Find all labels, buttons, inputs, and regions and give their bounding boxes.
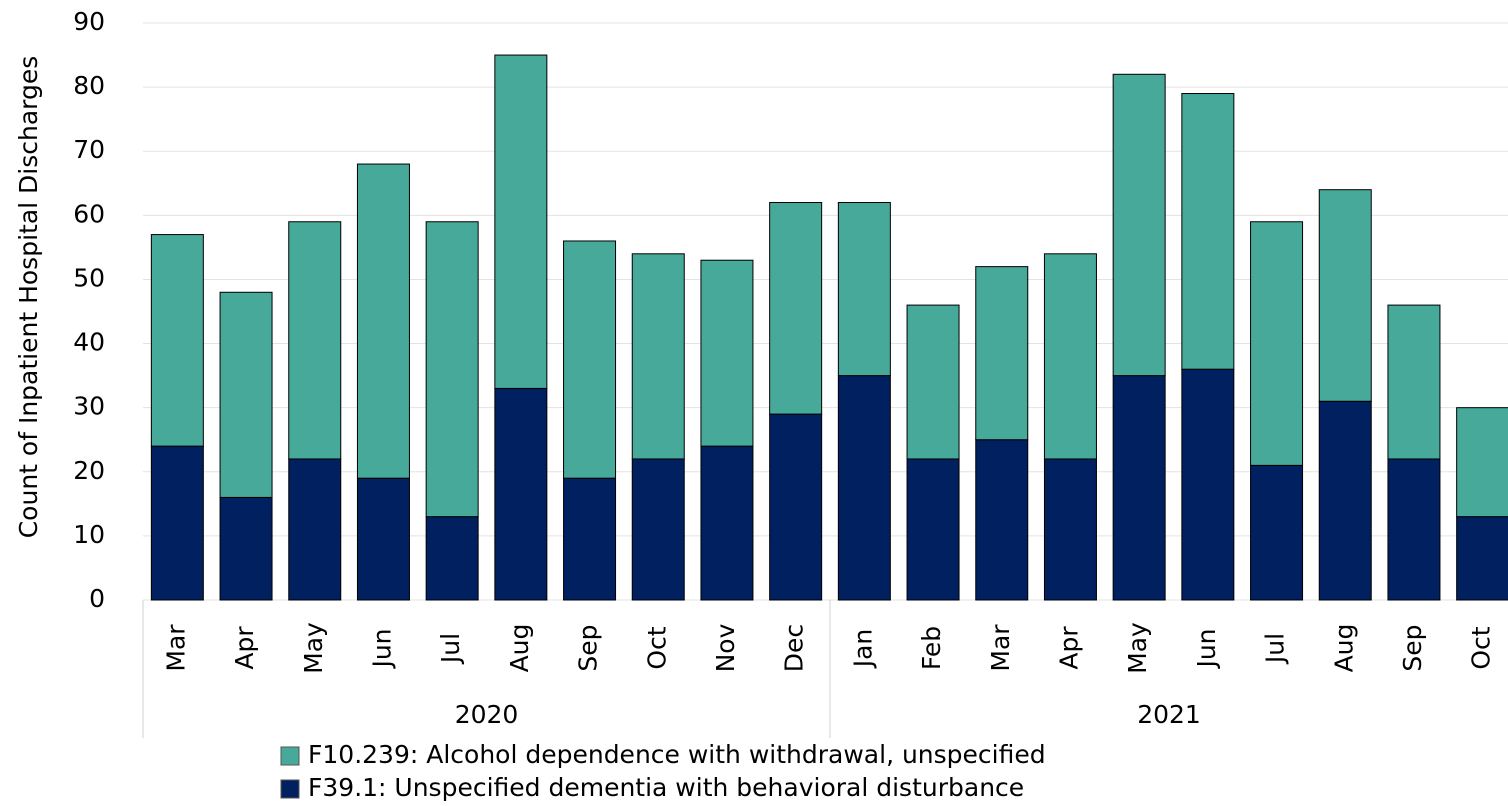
bar-segment <box>150 234 204 447</box>
x-tick-label: Jan <box>848 629 877 670</box>
bar-segment <box>494 54 548 389</box>
y-tick-label: 60 <box>73 199 105 228</box>
legend-swatch <box>280 779 300 799</box>
y-tick-label: 20 <box>73 456 105 485</box>
bar-segment <box>425 221 479 518</box>
x-tick-label: May <box>1123 622 1152 674</box>
x-tick-label: Dec <box>780 624 809 672</box>
bar-segment <box>1112 375 1166 601</box>
x-tick-label: Feb <box>917 626 946 670</box>
bar-segment <box>906 458 960 601</box>
bar-segment <box>494 387 548 601</box>
bar-segment <box>219 496 273 601</box>
bar-segment <box>837 375 891 601</box>
y-tick-label: 30 <box>73 392 105 421</box>
x-tick-label: Nov <box>711 623 740 672</box>
bar-segment <box>975 266 1029 441</box>
y-axis-label: Count of Inpatient Hospital Discharges <box>14 56 43 539</box>
bar-segment <box>1318 189 1372 402</box>
x-tick-label: Mar <box>161 624 190 672</box>
bar-segment <box>356 477 410 601</box>
bar-segment <box>563 477 617 601</box>
bar-segment <box>425 516 479 601</box>
legend-label: F10.239: Alcohol dependence with withdra… <box>308 740 1046 769</box>
x-tick-label: Mar <box>986 624 1015 672</box>
bar-segment <box>288 458 342 601</box>
x-tick-label: Apr <box>1054 626 1083 670</box>
y-tick-label: 0 <box>89 584 105 613</box>
y-tick-label: 10 <box>73 520 105 549</box>
x-tick-label: Sep <box>1398 624 1427 671</box>
bar-segment <box>1043 458 1097 601</box>
bar-segment <box>1181 368 1235 601</box>
bar-segment <box>769 202 823 415</box>
group-label: 2021 <box>1137 700 1201 729</box>
x-tick-label: Jul <box>436 633 465 665</box>
bar-segment <box>1112 73 1166 377</box>
y-tick-label: 40 <box>73 328 105 357</box>
x-tick-label: Apr <box>230 626 259 670</box>
x-tick-label: Aug <box>505 624 534 673</box>
x-tick-label: Oct <box>1467 626 1496 669</box>
x-tick-label: Oct <box>642 626 671 669</box>
bar-segment <box>1043 253 1097 460</box>
x-tick-label: Aug <box>1329 624 1358 673</box>
bar-segment <box>1387 458 1441 601</box>
group-label: 2020 <box>455 700 519 729</box>
y-tick-label: 90 <box>73 7 105 36</box>
y-tick-label: 50 <box>73 263 105 292</box>
bar-segment <box>1456 407 1508 518</box>
bar-segment <box>563 240 617 479</box>
bar-segment <box>906 304 960 460</box>
legend-label: F39.1: Unspecified dementia with behavio… <box>308 773 1024 802</box>
bar-segment <box>1250 464 1304 601</box>
bar-segment <box>1387 304 1441 460</box>
y-tick-label: 70 <box>73 135 105 164</box>
bar-segment <box>219 291 273 498</box>
x-tick-label: May <box>299 622 328 674</box>
x-tick-label: Jul <box>1261 633 1290 665</box>
x-tick-label: Jun <box>1192 628 1221 669</box>
bar-segment <box>700 259 754 447</box>
bar-segment <box>631 458 685 601</box>
bar-segment <box>356 163 410 479</box>
bar-segment <box>1250 221 1304 466</box>
bar-segment <box>1456 516 1508 601</box>
bar-segment <box>150 445 204 601</box>
bar-segment <box>837 202 891 377</box>
bar-segment <box>769 413 823 601</box>
x-tick-label: Jun <box>367 628 396 669</box>
bar-segment <box>288 221 342 460</box>
bar-segment <box>1318 400 1372 601</box>
bar-segment <box>975 439 1029 601</box>
bar-segment <box>1181 93 1235 370</box>
bar-segment <box>631 253 685 460</box>
legend-swatch <box>280 746 300 766</box>
y-tick-label: 80 <box>73 71 105 100</box>
bar-segment <box>700 445 754 601</box>
x-tick-label: Sep <box>574 624 603 671</box>
